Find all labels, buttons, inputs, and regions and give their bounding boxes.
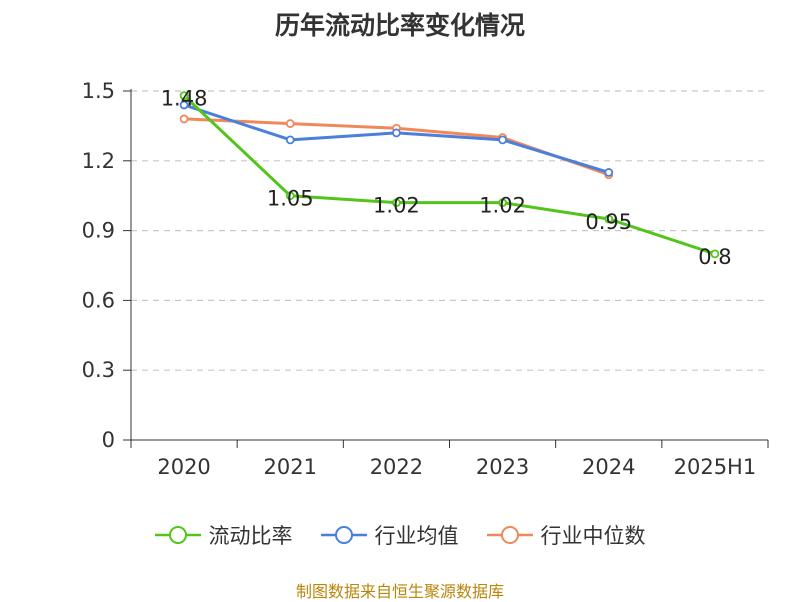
source-note: 制图数据来自恒生聚源数据库 (295, 582, 504, 601)
x-tick-label: 2021 (264, 455, 317, 479)
chart-title: 历年流动比率变化情况 (274, 11, 525, 40)
series-layer (179, 91, 720, 259)
x-tick-label: 2023 (476, 455, 529, 479)
y-tick-label: 1.5 (82, 79, 115, 103)
data-point (179, 114, 189, 124)
legend-label: 行业中位数 (540, 524, 646, 548)
legend-line-circle-icon (320, 526, 367, 544)
legend-label: 行业均值 (374, 524, 459, 548)
x-tick-label: 2025H1 (674, 455, 757, 479)
data-label: 1.02 (373, 194, 420, 218)
data-label: 1.05 (267, 187, 314, 211)
series-line (183, 103, 610, 174)
data-point (285, 135, 295, 145)
legend-line-circle-icon (154, 526, 201, 544)
y-tick-label: 0.6 (82, 288, 115, 312)
y-tick-label: 1.2 (82, 149, 115, 173)
data-point (604, 214, 614, 224)
x-tick-label: 2024 (582, 455, 635, 479)
y-tick-label: 0.9 (82, 219, 115, 243)
data-point (179, 100, 189, 110)
legend-label: 流动比率 (208, 524, 293, 548)
grid-lines (131, 90, 768, 371)
data-point (392, 198, 401, 208)
axes: 0 0.3 0.6 0.9 1.2 1.5 2020 2021 2022 2023 2024 2025… (82, 79, 769, 479)
data-label: 1.48 (161, 87, 208, 111)
x-tick-label: 2020 (157, 455, 210, 479)
y-tick-label: 0 (102, 428, 115, 452)
data-point (285, 119, 295, 128)
data-point (710, 249, 720, 259)
legend-item-industry-median[interactable]: 行业中位数 (486, 520, 646, 550)
legend-item-industry-mean[interactable]: 行业均值 (320, 520, 459, 550)
legend-line-circle-icon (486, 526, 533, 544)
data-labels: 1.48 1.05 1.02 1.02 0.95 0.8 (161, 87, 732, 269)
series-line (183, 94, 716, 256)
data-point (498, 135, 507, 145)
data-label: 1.02 (479, 194, 526, 218)
y-tick-label: 0.3 (82, 358, 115, 382)
data-point (285, 191, 295, 201)
data-point (179, 91, 189, 101)
x-tick-label: 2022 (370, 455, 423, 479)
data-point (498, 198, 507, 208)
data-point (604, 168, 614, 177)
data-point (392, 128, 401, 138)
legend-item-current-ratio[interactable]: 流动比率 (154, 520, 293, 550)
data-label: 0.95 (585, 210, 632, 234)
data-label: 0.8 (698, 245, 731, 269)
legend: 流动比率 行业均值 行业中位数 (0, 520, 800, 550)
